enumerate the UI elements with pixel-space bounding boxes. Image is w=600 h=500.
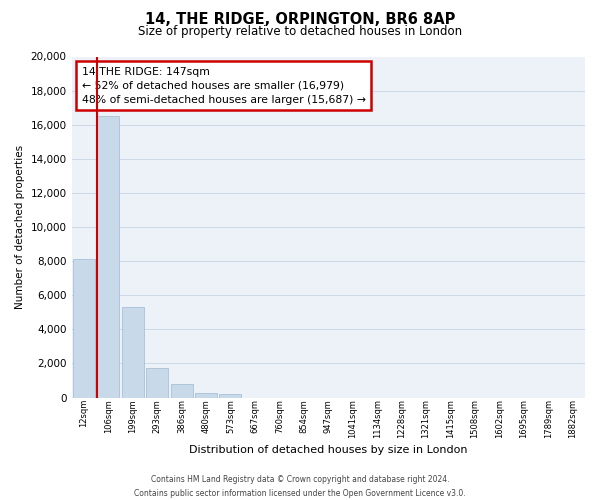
Text: 14, THE RIDGE, ORPINGTON, BR6 8AP: 14, THE RIDGE, ORPINGTON, BR6 8AP — [145, 12, 455, 28]
Bar — [195, 393, 217, 398]
Bar — [146, 368, 168, 398]
Text: Size of property relative to detached houses in London: Size of property relative to detached ho… — [138, 25, 462, 38]
Text: Contains HM Land Registry data © Crown copyright and database right 2024.
Contai: Contains HM Land Registry data © Crown c… — [134, 476, 466, 498]
Bar — [170, 384, 193, 398]
Bar — [73, 260, 95, 398]
X-axis label: Distribution of detached houses by size in London: Distribution of detached houses by size … — [189, 445, 467, 455]
Y-axis label: Number of detached properties: Number of detached properties — [15, 145, 25, 309]
Text: 14 THE RIDGE: 147sqm
← 52% of detached houses are smaller (16,979)
48% of semi-d: 14 THE RIDGE: 147sqm ← 52% of detached h… — [82, 66, 366, 104]
Bar — [220, 394, 241, 398]
Bar — [122, 307, 143, 398]
Bar — [97, 116, 119, 398]
